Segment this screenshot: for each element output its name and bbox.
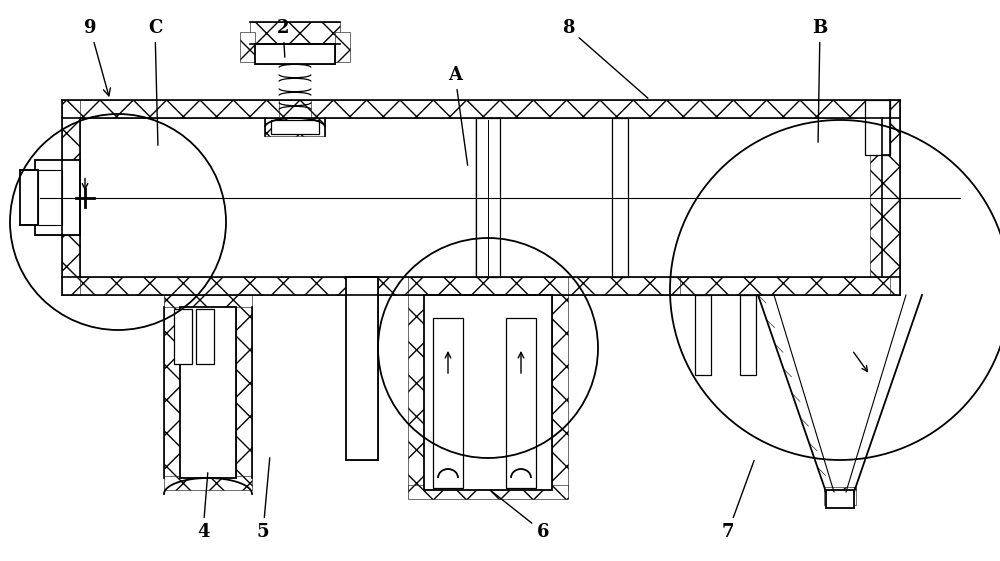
Bar bbox=[824, 487, 856, 505]
Bar bbox=[265, 118, 325, 136]
Bar bbox=[335, 32, 350, 62]
Text: 8: 8 bbox=[562, 19, 648, 98]
Bar bbox=[506, 318, 536, 488]
Bar bbox=[680, 277, 890, 295]
Bar bbox=[38, 170, 62, 225]
Bar bbox=[865, 100, 890, 155]
Bar bbox=[346, 277, 378, 460]
Text: C: C bbox=[148, 19, 162, 145]
Text: 5: 5 bbox=[257, 458, 270, 541]
Text: A: A bbox=[448, 66, 468, 165]
Bar bbox=[408, 485, 568, 499]
Text: 7: 7 bbox=[722, 461, 754, 541]
Bar bbox=[164, 307, 180, 478]
Bar bbox=[408, 295, 424, 490]
Bar bbox=[250, 22, 340, 44]
Bar bbox=[695, 295, 711, 375]
Bar bbox=[255, 44, 335, 64]
Text: 9: 9 bbox=[84, 19, 110, 96]
Bar bbox=[20, 170, 38, 225]
Bar bbox=[62, 100, 80, 295]
Bar bbox=[240, 32, 255, 62]
Bar bbox=[424, 295, 552, 490]
Text: B: B bbox=[812, 19, 828, 142]
Bar bbox=[180, 307, 236, 478]
Bar bbox=[865, 100, 890, 155]
Bar bbox=[695, 295, 711, 375]
Bar bbox=[271, 120, 319, 134]
Bar bbox=[740, 295, 756, 375]
Bar bbox=[433, 318, 443, 478]
Bar bbox=[196, 309, 214, 364]
Bar bbox=[408, 277, 568, 295]
Text: 2: 2 bbox=[277, 19, 289, 57]
Text: 6: 6 bbox=[492, 492, 549, 541]
Bar bbox=[612, 118, 628, 277]
Bar bbox=[612, 118, 628, 277]
Bar bbox=[62, 100, 900, 118]
Bar bbox=[279, 100, 311, 118]
Bar bbox=[236, 307, 252, 478]
Bar bbox=[740, 295, 756, 375]
Bar bbox=[476, 118, 500, 277]
Bar bbox=[826, 490, 854, 508]
Bar bbox=[882, 100, 900, 295]
Bar bbox=[164, 476, 252, 490]
Bar bbox=[870, 100, 900, 295]
Bar bbox=[164, 295, 252, 309]
Bar bbox=[35, 160, 80, 235]
Text: 4: 4 bbox=[197, 473, 209, 541]
Bar bbox=[35, 160, 80, 235]
Bar bbox=[476, 118, 500, 277]
Bar bbox=[255, 44, 335, 64]
Bar bbox=[552, 295, 568, 490]
Bar bbox=[174, 309, 192, 364]
Bar bbox=[346, 277, 378, 460]
Bar bbox=[174, 309, 192, 364]
Bar bbox=[433, 318, 463, 488]
Bar bbox=[62, 277, 900, 295]
Bar bbox=[196, 309, 214, 364]
